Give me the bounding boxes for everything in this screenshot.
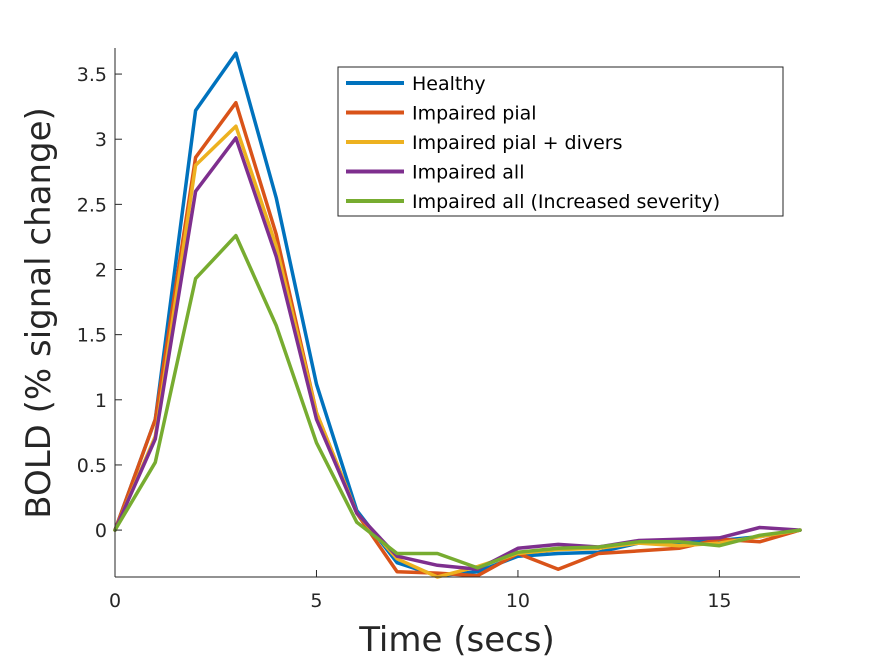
legend-items: Healthy Impaired pial Impaired pial + dive… — [346, 73, 720, 213]
y-tick-label: 1.5 — [77, 325, 107, 347]
series-line-4 — [113, 233, 802, 570]
x-axis-title: Time (secs) — [358, 620, 555, 660]
legend-box — [337, 66, 784, 217]
x-ticks: 0 5 10 15 — [109, 570, 732, 612]
y-axis-title: BOLD (% signal change) — [19, 107, 59, 519]
legend-label-0: Healthy — [412, 73, 486, 95]
legend: Healthy Impaired pial Impaired pial + dive… — [337, 66, 784, 217]
legend-label-2: Impaired pial + divers — [412, 132, 623, 154]
y-tick-label: 3.5 — [77, 64, 107, 86]
y-tick-label: 1 — [95, 390, 107, 412]
x-tick-label: 0 — [109, 590, 121, 612]
x-tick-label: 10 — [506, 590, 530, 612]
series-line-3 — [113, 136, 802, 571]
y-tick-label: 3 — [95, 129, 107, 151]
series-line-2 — [113, 124, 802, 579]
y-tick-label: 2.5 — [77, 194, 107, 216]
y-tick-label: 2 — [95, 260, 107, 282]
x-tick-label: 5 — [310, 590, 322, 612]
x-tick-label: 15 — [707, 590, 731, 612]
legend-label-3: Impaired all — [412, 162, 524, 184]
y-tick-label: 0.5 — [77, 455, 107, 477]
legend-label-4: Impaired all (Increased severity) — [412, 191, 720, 213]
y-ticks: 0 0.5 1 1.5 2 2.5 3 3.5 — [77, 64, 122, 542]
legend-label-1: Impaired pial — [412, 103, 537, 125]
series-layer — [113, 51, 802, 579]
y-tick-label: 0 — [95, 520, 107, 542]
